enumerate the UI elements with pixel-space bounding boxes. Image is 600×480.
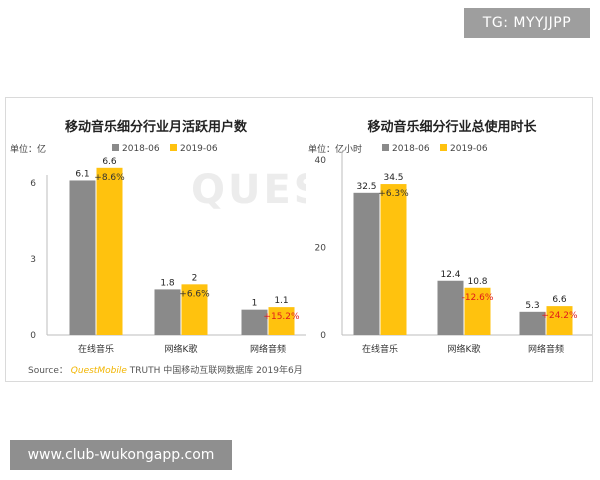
- legend-label: 2019-06: [450, 144, 488, 154]
- chart-title: 移动音乐细分行业总使用时长: [367, 119, 537, 135]
- data-label: 1.8: [160, 278, 175, 288]
- bar: [464, 287, 491, 335]
- source-note: Source： QuestMobile TRUTH 中国移动互联网数据库 201…: [28, 363, 303, 376]
- change-label: -12.6%: [462, 293, 494, 303]
- bar: [96, 167, 123, 335]
- category-label: 网络K歌: [448, 343, 481, 355]
- tg-label: TG: MYYJJPP: [464, 8, 590, 38]
- change-label: +15.2%: [263, 312, 300, 322]
- legend-label: 2018-06: [122, 144, 160, 154]
- source-brand: QuestMobile: [70, 366, 127, 376]
- data-label: 34.5: [383, 173, 403, 183]
- legend-swatch: [170, 144, 177, 151]
- data-label: 5.3: [525, 301, 539, 311]
- category-label: 网络K歌: [165, 343, 198, 355]
- bar: [268, 307, 295, 335]
- source-prefix: Source：: [28, 366, 68, 376]
- data-label: 32.5: [356, 182, 376, 192]
- y-tick-label: 0: [30, 331, 36, 341]
- bar: [380, 184, 407, 335]
- bar: [181, 284, 208, 335]
- y-tick-label: 40: [315, 156, 327, 166]
- change-label: +6.6%: [179, 289, 210, 299]
- legend-swatch: [112, 144, 119, 151]
- footer-url-banner: www.club-wukongapp.com: [10, 440, 232, 470]
- bar: [69, 180, 96, 335]
- legend-label: 2019-06: [180, 144, 218, 154]
- data-label: 6.6: [102, 157, 117, 167]
- category-label: 在线音乐: [362, 343, 398, 355]
- bar: [546, 306, 573, 335]
- category-label: 网络音频: [528, 343, 564, 355]
- legend-swatch: [382, 144, 389, 151]
- source-suffix: TRUTH 中国移动互联网数据库 2019年6月: [129, 366, 303, 376]
- change-label: +24.2%: [541, 311, 578, 321]
- y-tick-label: 0: [320, 331, 326, 341]
- data-label: 1: [252, 299, 258, 309]
- data-label: 1.1: [274, 296, 288, 306]
- category-label: 在线音乐: [78, 343, 114, 355]
- bar: [519, 311, 546, 335]
- bar: [353, 192, 380, 335]
- data-label: 6.6: [552, 295, 567, 305]
- data-label: 2: [192, 273, 198, 283]
- y-tick-label: 6: [30, 179, 36, 189]
- change-label: +8.6%: [94, 173, 125, 183]
- legend-label: 2018-06: [392, 144, 430, 154]
- unit-label: 单位：亿: [10, 143, 46, 155]
- change-label: +6.3%: [378, 189, 409, 199]
- legend-swatch: [440, 144, 447, 151]
- bar: [437, 280, 464, 335]
- unit-label: 单位：亿小时: [308, 143, 362, 155]
- data-label: 6.1: [75, 169, 89, 179]
- bar: [154, 289, 181, 335]
- bar: [241, 309, 268, 335]
- y-tick-label: 3: [30, 255, 36, 265]
- data-label: 10.8: [467, 277, 487, 287]
- watermark-text: QUESTMOBILE: [191, 167, 306, 213]
- category-label: 网络音频: [250, 343, 286, 355]
- y-tick-label: 20: [315, 244, 327, 254]
- chart-title: 移动音乐细分行业月活跃用户数: [65, 119, 248, 135]
- data-label: 12.4: [440, 270, 460, 280]
